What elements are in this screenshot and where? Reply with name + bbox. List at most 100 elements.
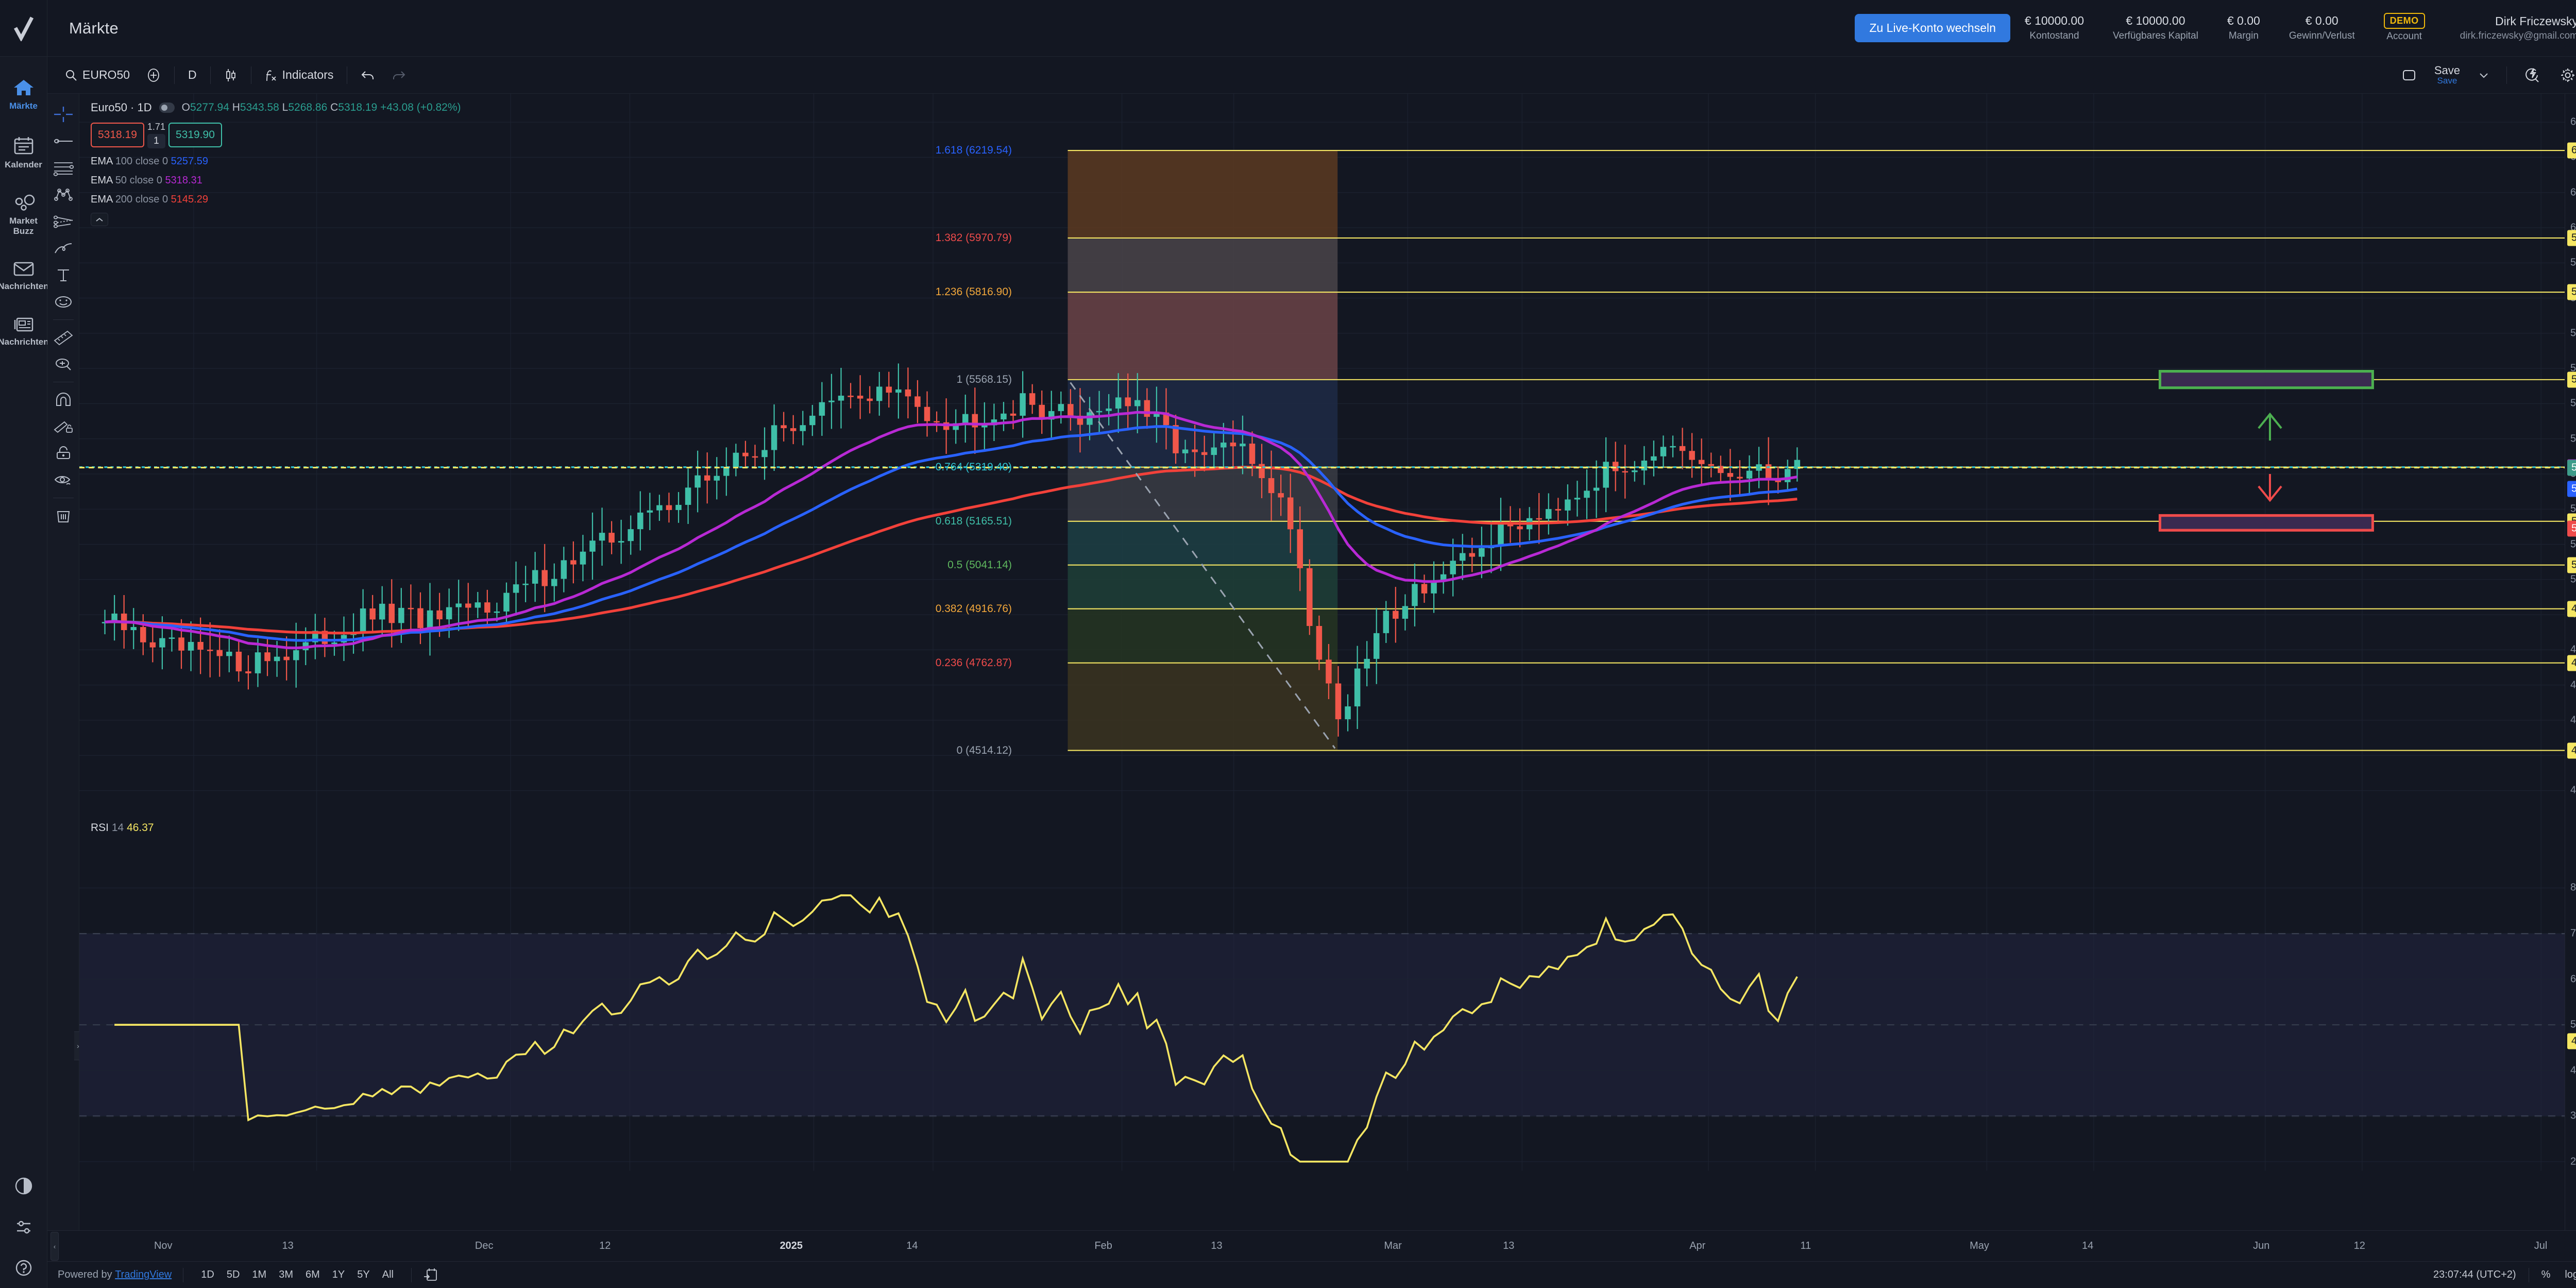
collapse-legend-button[interactable] (91, 213, 108, 226)
time-axis[interactable]: ‹ Nov 13 Dec 12 2025 14 Feb 13 Mar 13 Apr 11 May 14 Ju… (47, 1230, 2576, 1261)
timeframe-1m[interactable]: 1M (252, 1269, 267, 1280)
symbol-search-button[interactable]: EURO50 (57, 64, 138, 86)
price-axis-tick: 5400.00 (2570, 433, 2576, 445)
contrast-icon[interactable] (14, 1177, 33, 1195)
sidebar-item-maerkte[interactable]: Märkte (0, 71, 47, 120)
interval-label: D (188, 68, 197, 81)
price-axis-tick: 6100.00 (2570, 187, 2576, 198)
scale-percent-button[interactable]: % (2541, 1269, 2551, 1280)
help-icon[interactable] (15, 1259, 32, 1277)
switch-to-live-button[interactable]: Zu Live-Konto wechseln (1855, 13, 2010, 42)
parallel-channel-icon[interactable] (49, 208, 77, 235)
time-axis-label: May (1970, 1240, 1989, 1251)
page-title: Märkte (69, 19, 118, 37)
sidebar-label-market-buzz: Market Buzz (9, 216, 38, 236)
sidebar-item-nachrichten-news[interactable]: Nachrichten (0, 309, 49, 355)
indicators-button[interactable]: Indicators (257, 64, 342, 87)
timeframe-5d[interactable]: 5D (226, 1269, 240, 1280)
price-axis-highlight[interactable]: 5041.14 (2567, 557, 2576, 573)
sidebar-label-nachrichten-news: Nachrichten (0, 336, 49, 347)
trendline-icon[interactable] (49, 128, 77, 155)
fib-level-label: 1 (5568.15) (956, 373, 1012, 385)
price-axis-highlight[interactable]: 4514.12 (2567, 742, 2576, 759)
toolbar-right-actions: Save Save (2393, 63, 2576, 88)
price-axis-highlight[interactable]: 5145.29 (2567, 520, 2576, 537)
timeframe-3m[interactable]: 3M (279, 1269, 293, 1280)
price-chart-plot[interactable]: Euro50 · 1D O5277.94 H5343.58 L5268.86 C… (79, 94, 2565, 1230)
time-axis-label: Feb (1094, 1240, 1112, 1251)
lock-icon[interactable] (49, 440, 77, 467)
sidebar-label-kalender: Kalender (5, 159, 42, 170)
brush-icon[interactable] (49, 235, 77, 262)
undo-button[interactable] (352, 65, 383, 86)
margin-label: Margin (2228, 30, 2259, 42)
time-axis-label: 11 (1800, 1240, 1811, 1251)
fx-icon (266, 70, 276, 81)
price-axis-highlight[interactable]: 4916.76 (2567, 601, 2576, 617)
price-axis-highlight[interactable]: 6219.54 (2567, 142, 2576, 159)
goto-date-button[interactable] (423, 1267, 438, 1283)
add-symbol-button[interactable] (138, 64, 169, 87)
timeframe-all[interactable]: All (382, 1269, 394, 1280)
sidebar-item-kalender[interactable]: Kalender (0, 129, 47, 178)
app-logo[interactable] (0, 0, 47, 57)
interval-button[interactable]: D (180, 64, 205, 86)
ema200-line (105, 465, 1798, 635)
user-info[interactable]: Dirk Friczewsky dirk.friczewsky@gmail.co… (2439, 14, 2576, 42)
time-axis-label: Jun (2253, 1240, 2270, 1251)
save-label: Save (2434, 63, 2460, 77)
emoji-icon[interactable] (49, 289, 77, 315)
tradingview-link[interactable]: TradingView (115, 1269, 172, 1280)
time-axis-label: 13 (282, 1240, 294, 1251)
sidebar-item-market-buzz[interactable]: Market Buzz (0, 187, 47, 244)
price-axis-highlight[interactable]: 5257.59 (2567, 481, 2576, 497)
crosshair-icon[interactable] (49, 101, 77, 128)
pnl-value: € 0.00 (2305, 14, 2338, 28)
price-axis-highlight[interactable]: 5970.79 (2567, 230, 2576, 246)
timeframe-1y[interactable]: 1Y (332, 1269, 345, 1280)
price-axis[interactable]: 6300.006200.006100.006000.005900.005800.… (2565, 94, 2576, 1230)
trash-icon[interactable] (49, 502, 77, 529)
timeframe-1d[interactable]: 1D (201, 1269, 214, 1280)
rsi-legend[interactable]: RSI 14 46.37 (91, 822, 154, 834)
top-bar: Märkte Zu Live-Konto wechseln € 10000.00… (0, 0, 2576, 57)
horizontal-rays-icon[interactable] (49, 155, 77, 181)
pitchfork-icon[interactable] (49, 181, 77, 208)
balance-label: Kontostand (2029, 30, 2079, 42)
magnet-icon[interactable] (49, 386, 77, 413)
sidebar-item-nachrichten-mail[interactable]: Nachrichten (0, 253, 49, 300)
hide-drawings-icon[interactable] (49, 467, 77, 494)
time-axis-label: Apr (1689, 1240, 1706, 1251)
rsi-axis-tick: 30.00 (2570, 1110, 2576, 1122)
redo-button[interactable] (383, 65, 414, 86)
layout-button[interactable] (2393, 63, 2425, 87)
zoom-in-icon[interactable] (49, 351, 77, 378)
sliders-icon[interactable] (14, 1218, 33, 1236)
rsi-axis-tick: 70.00 (2570, 927, 2576, 939)
price-axis-highlight[interactable]: 5816.90 (2567, 284, 2576, 300)
chart-type-button[interactable] (216, 63, 246, 87)
chart-toolbar: EURO50 D (47, 57, 2576, 94)
clock-label[interactable]: 23:07:44 (UTC+2) (2433, 1269, 2516, 1280)
price-axis-tick: 4800.00 (2570, 643, 2576, 655)
account-type[interactable]: DEMO Account (2369, 13, 2439, 43)
price-axis-highlight[interactable]: 5318.19 (2567, 460, 2576, 476)
scroll-left-button[interactable]: ‹ (50, 1232, 59, 1261)
text-icon[interactable] (49, 262, 77, 289)
alert-button[interactable] (2515, 63, 2548, 88)
drawing-lock-icon[interactable] (49, 413, 77, 440)
layout-icon (2402, 70, 2415, 80)
rsi-axis-tick: 20.00 (2570, 1156, 2576, 1167)
save-button[interactable]: Save Save (2428, 64, 2466, 86)
timeframe-5y[interactable]: 5Y (357, 1269, 370, 1280)
measure-ruler-icon[interactable] (49, 324, 77, 351)
timeframe-6m[interactable]: 6M (306, 1269, 320, 1280)
rsi-axis-highlight[interactable]: 46.37 (2567, 1033, 2576, 1049)
drawing-toolbar: › (47, 94, 82, 1230)
price-axis-highlight[interactable]: 5568.15 (2567, 371, 2576, 388)
price-axis-highlight[interactable]: 4762.87 (2567, 655, 2576, 671)
save-dropdown-button[interactable] (2469, 67, 2498, 83)
scale-log-button[interactable]: log (2565, 1269, 2576, 1280)
settings-button[interactable] (2551, 63, 2576, 88)
time-axis-label: 13 (1503, 1240, 1515, 1251)
